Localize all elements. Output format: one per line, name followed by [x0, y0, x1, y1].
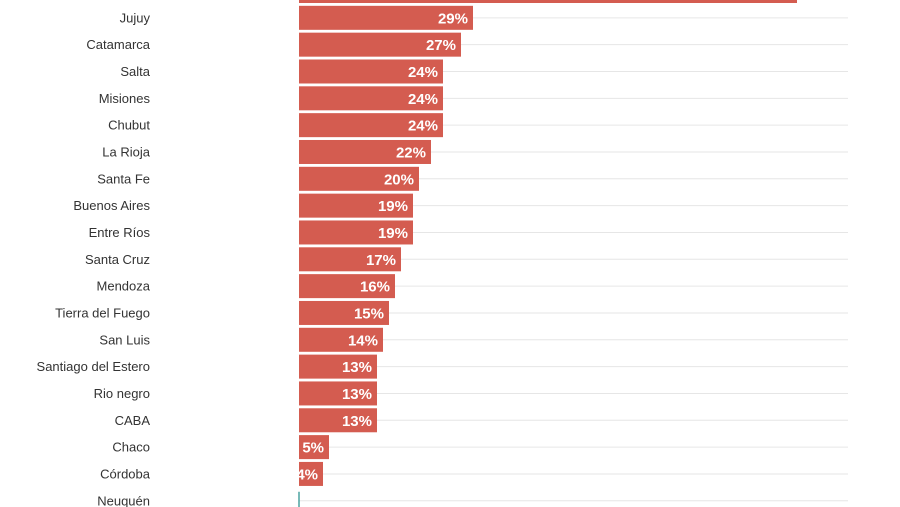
bar	[299, 32, 461, 57]
category-label: Tierra del Fuego	[55, 305, 150, 320]
bar	[299, 300, 389, 325]
bar	[299, 5, 473, 30]
bar-value-label: 13%	[342, 386, 372, 403]
category-label: Neuquén	[97, 493, 150, 507]
bar-value-label: 4%	[296, 466, 318, 483]
category-label: Buenos Aires	[73, 198, 150, 213]
category-label: La Rioja	[102, 144, 150, 159]
bar-value-label: 19%	[378, 225, 408, 242]
bar	[299, 461, 323, 486]
bar-value-label: 13%	[342, 413, 372, 430]
bar-value-label: 24%	[408, 91, 438, 108]
bar-value-label: 14%	[348, 332, 378, 349]
bar	[299, 86, 443, 111]
category-label: Misiones	[99, 91, 151, 106]
bar	[299, 166, 419, 191]
category-label: Santa Fe	[97, 171, 150, 186]
bar-value-label: 24%	[408, 118, 438, 135]
bar	[299, 59, 443, 84]
category-label: Santiago del Estero	[37, 359, 150, 374]
category-label: Salta	[120, 64, 150, 79]
bar-value-label: 19%	[378, 198, 408, 215]
bar	[299, 139, 431, 164]
bar-value-label: 13%	[342, 359, 372, 376]
bar	[299, 354, 377, 379]
category-label: Córdoba	[100, 466, 151, 481]
bar-value-label: 29%	[438, 10, 468, 27]
category-label: San Luis	[99, 332, 150, 347]
bar	[299, 193, 413, 218]
category-label: Entre Ríos	[89, 225, 151, 240]
bar-value-label: 22%	[396, 144, 426, 161]
bar	[299, 408, 377, 433]
category-label: CABA	[115, 413, 151, 428]
bar-layer	[298, 0, 797, 507]
bar	[299, 247, 401, 272]
label-layer: Jujuy 29% Catamarca 27% Salta 24% Misiones 24% C…	[37, 10, 468, 507]
category-label: Rio negro	[94, 386, 150, 401]
bar	[299, 327, 383, 352]
category-label: Chaco	[112, 440, 150, 455]
bar-value-label: 5%	[302, 440, 324, 457]
category-label: Santa Cruz	[85, 252, 150, 267]
bar-value-label: 27%	[426, 37, 456, 54]
bar	[299, 220, 413, 245]
bar	[299, 113, 443, 138]
category-label: Catamarca	[86, 37, 150, 52]
category-label: Mendoza	[97, 279, 151, 294]
bar	[299, 381, 377, 406]
category-label: Jujuy	[120, 10, 151, 25]
bar-value-label: 15%	[354, 305, 384, 322]
bar-value-label: 17%	[366, 252, 396, 269]
bar-value-label: 20%	[384, 171, 414, 188]
bar	[299, 435, 329, 460]
bar	[299, 274, 395, 299]
category-label: Chubut	[108, 118, 150, 133]
bar-value-label: 24%	[408, 64, 438, 81]
bar	[299, 0, 797, 3]
bar-value-label: 16%	[360, 279, 390, 296]
